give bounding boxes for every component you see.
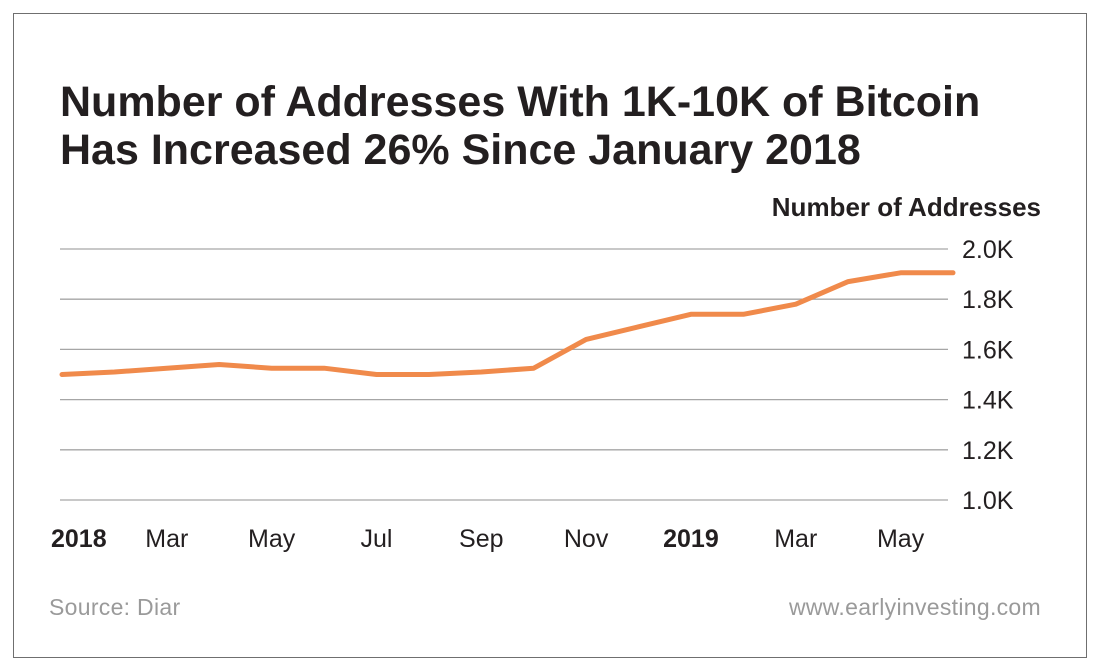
chart-title-line-2: Has Increased 26% Since January 2018 bbox=[60, 126, 861, 174]
x-tick-label: May bbox=[877, 525, 925, 553]
series-layer bbox=[59, 270, 956, 377]
x-tick-label: 2018 bbox=[51, 525, 107, 553]
y-tick-label: 1.6K bbox=[962, 336, 1014, 364]
x-tick-label: May bbox=[248, 525, 296, 553]
y-tick-label: 1.2K bbox=[962, 437, 1014, 465]
chart-title: Number of Addresses With 1K-10K of Bitco… bbox=[60, 78, 980, 174]
x-tick-label: Mar bbox=[774, 525, 817, 553]
gridlines bbox=[60, 248, 948, 501]
chart-frame bbox=[13, 13, 1087, 658]
y-tick-label: 2.0K bbox=[962, 236, 1014, 264]
y-tick-label: 1.0K bbox=[962, 487, 1014, 515]
y-axis-title: Number of Addresses bbox=[772, 192, 1041, 222]
y-tick-label: 1.8K bbox=[962, 286, 1014, 314]
y-axis-ticks: 2.0K 1.8K 1.6K 1.4K 1.2K 1.0K bbox=[962, 236, 1014, 515]
source-note: Source: Diar bbox=[49, 594, 181, 620]
x-tick-label: Sep bbox=[459, 525, 503, 553]
website-credit: www.earlyinvesting.com bbox=[788, 594, 1041, 620]
x-tick-label: Nov bbox=[564, 525, 609, 553]
x-tick-label: 2019 bbox=[663, 525, 719, 553]
series-line bbox=[59, 270, 956, 377]
y-tick-label: 1.4K bbox=[962, 387, 1014, 415]
chart-title-line-1: Number of Addresses With 1K-10K of Bitco… bbox=[60, 78, 981, 126]
x-axis-ticks: 2018 Mar May Jul Sep Nov 2019 Mar May bbox=[51, 525, 925, 553]
x-tick-label: Jul bbox=[360, 525, 392, 553]
x-tick-label: Mar bbox=[145, 525, 188, 553]
